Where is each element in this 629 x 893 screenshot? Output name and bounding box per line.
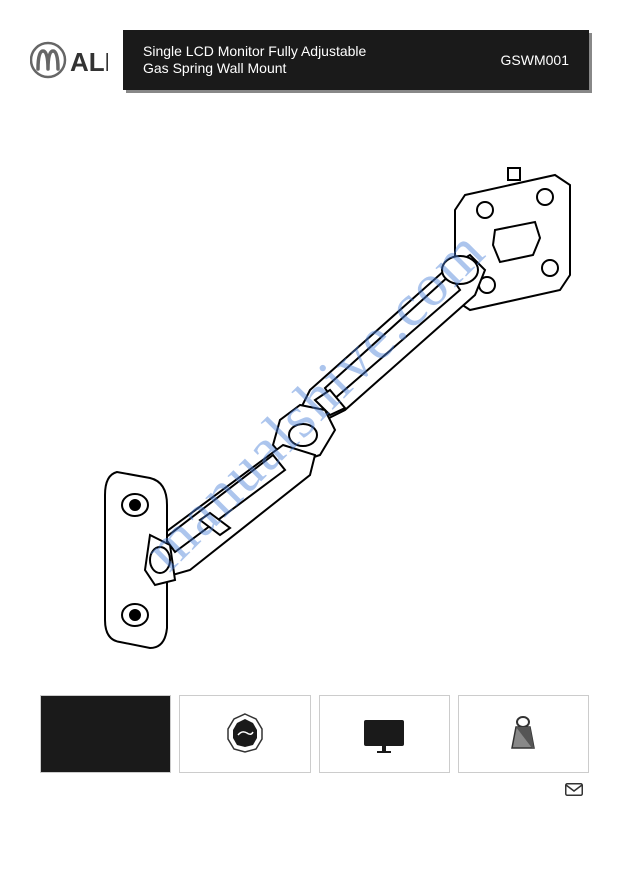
product-code: GSWM001 xyxy=(501,52,569,68)
spec-box-weight xyxy=(458,695,589,773)
mail-icon xyxy=(565,783,583,796)
product-illustration: manualshive.com xyxy=(55,120,575,680)
title-text: Single LCD Monitor Fully Adjustable Gas … xyxy=(143,43,366,77)
vesa-badge-icon xyxy=(224,712,266,754)
monitor-icon xyxy=(364,720,404,746)
title-bar: Single LCD Monitor Fully Adjustable Gas … xyxy=(123,30,589,90)
contact-row xyxy=(0,773,629,796)
logo-text: ALI xyxy=(70,47,108,77)
spec-box-vesa xyxy=(179,695,310,773)
spec-row xyxy=(0,695,629,773)
header: ALI Single LCD Monitor Fully Adjustable … xyxy=(0,0,629,100)
logo: ALI xyxy=(30,31,108,89)
spec-box-model xyxy=(40,695,171,773)
title-line1: Single LCD Monitor Fully Adjustable xyxy=(143,43,366,60)
title-line2: Gas Spring Wall Mount xyxy=(143,60,366,77)
weight-icon xyxy=(504,715,542,751)
spec-box-screen xyxy=(319,695,450,773)
